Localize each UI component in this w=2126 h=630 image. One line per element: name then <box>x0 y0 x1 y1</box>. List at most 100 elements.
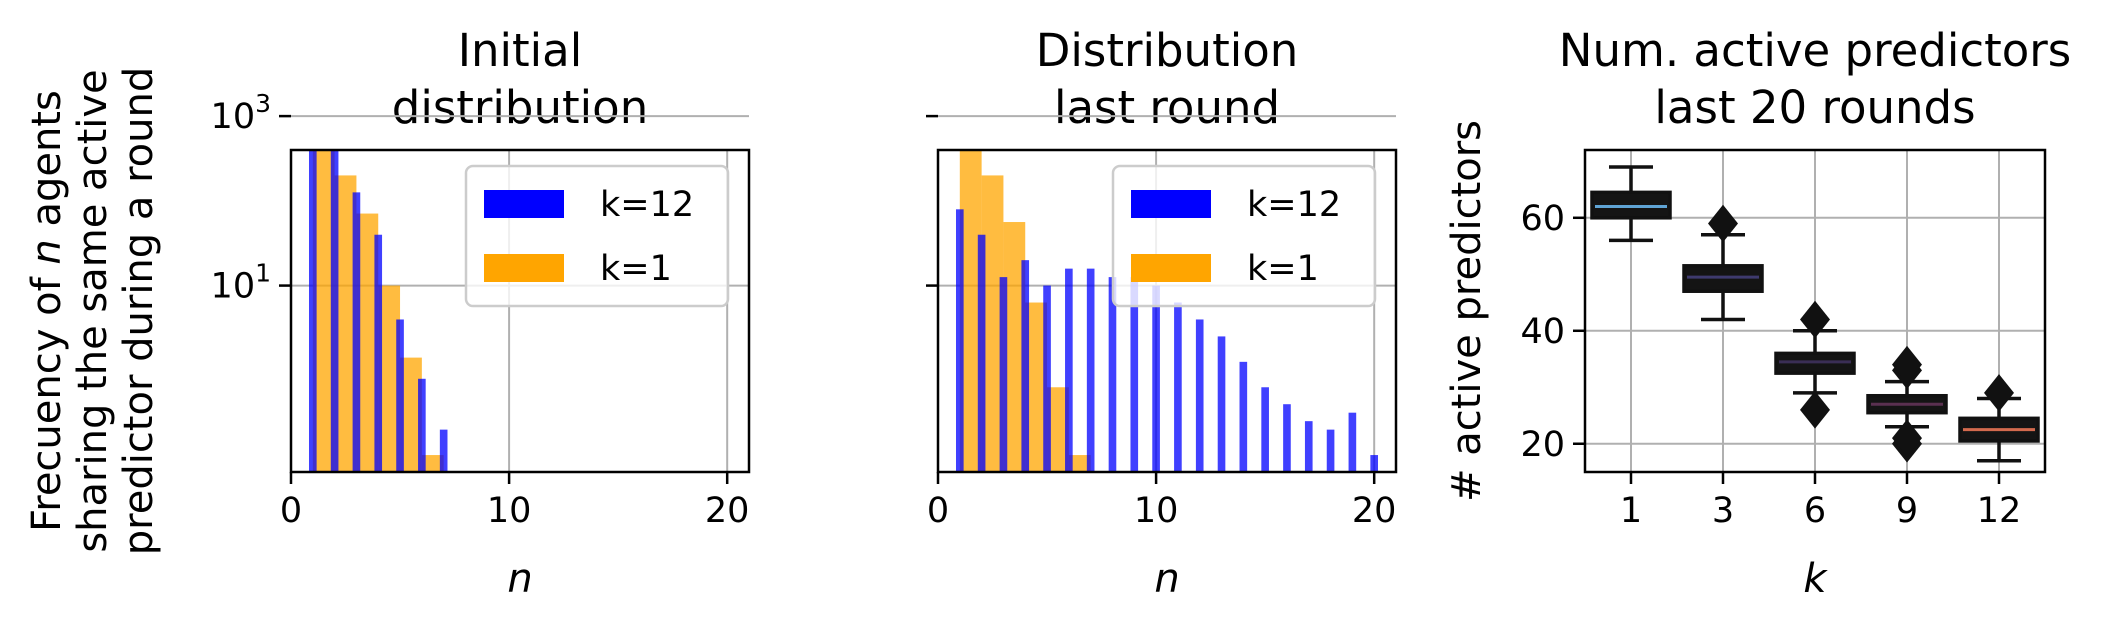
ylabel-part-a: Frecuency of <box>24 265 70 532</box>
panel3-ylabel: # active predictors <box>1444 120 1490 502</box>
panel1-ylabel-line1: Frecuency of n agents <box>24 90 70 532</box>
p3-xtick-label: 12 <box>1977 491 2022 531</box>
panel1-legend-label-k12: k=12 <box>600 185 694 225</box>
panel1-title-line2: distribution <box>392 81 648 134</box>
p3-flier <box>1800 391 1830 429</box>
p1-bar-k1 <box>400 357 422 472</box>
panel3-xlabel: k <box>1803 556 1828 602</box>
panel3-title-line1: Num. active predictors <box>1559 24 2071 77</box>
p1-ytick-label: 101 <box>211 259 271 307</box>
ytick-base: 10 <box>211 97 256 137</box>
p2-bar-k12 <box>1304 421 1313 472</box>
p2-bar-k12 <box>1261 387 1269 472</box>
p2-bar-k12 <box>1152 285 1160 472</box>
p3-ytick-label: 20 <box>1520 425 1565 465</box>
p3-flier <box>1892 345 1922 384</box>
p1-ytick-label: 103 <box>211 89 271 137</box>
p1-bar-k12 <box>418 378 426 472</box>
panel2-bars <box>955 150 1379 472</box>
panel1-legend-label-k1: k=1 <box>600 249 672 289</box>
panel2-legend-label-k12: k=12 <box>1247 185 1341 225</box>
panel1-ylabel-line3: predictor during a round <box>116 67 162 556</box>
p2-bar-k12 <box>1217 336 1226 472</box>
p2-bar-k12 <box>977 234 986 472</box>
panel2-frame <box>936 148 1398 474</box>
panel1-ylabel-line2: sharing the same active <box>70 69 116 552</box>
p2-bar-k1 <box>1025 302 1048 472</box>
panel2-title-line2: last round <box>1054 81 1280 134</box>
ylabel-part-b: agents <box>24 90 70 239</box>
panel-last-round-distribution: Distribution last round 0 10 20 n k=12 k=1 <box>926 24 1398 602</box>
p2-bar-k12 <box>1326 429 1335 472</box>
panel1-frame <box>289 148 751 474</box>
p1-bar-k1 <box>356 213 379 473</box>
p2-bar-k12 <box>1108 277 1117 472</box>
p1-xtick-label: 0 <box>280 491 302 531</box>
p1-bar-k1 <box>421 455 444 472</box>
p2-bar-k12 <box>1370 455 1379 472</box>
p1-bar-k1 <box>378 285 401 472</box>
p2-xtick-label: 10 <box>1134 491 1179 531</box>
panel1-legend-swatch-k1 <box>484 254 564 282</box>
p1-bar-k1 <box>334 175 357 472</box>
p1-bar-k12 <box>352 192 361 473</box>
p3-flier <box>1708 204 1738 243</box>
p3-xtick-label: 1 <box>1620 491 1642 531</box>
p2-bar-k12 <box>999 277 1008 472</box>
p2-bar-k12 <box>1065 268 1073 472</box>
p1-bar-k12 <box>396 319 404 472</box>
p3-flier <box>1892 419 1922 457</box>
p2-bar-k1 <box>981 175 1004 472</box>
p2-bar-k12 <box>1239 361 1248 472</box>
p3-xtick-label: 6 <box>1804 491 1826 531</box>
p2-xtick-label: 0 <box>927 491 949 531</box>
panel3-title-line2: last 20 rounds <box>1654 81 1975 134</box>
panel2-legend-swatch-k1 <box>1131 254 1211 282</box>
p2-bar-k1 <box>959 150 982 472</box>
p3-xtick-label: 3 <box>1712 491 1734 531</box>
p1-xtick-label: 10 <box>487 491 532 531</box>
p2-bar-k12 <box>1195 319 1204 472</box>
panel3-boxes <box>1590 165 2040 463</box>
panel2-xlabel: n <box>1154 556 1179 602</box>
p2-bar-k1 <box>1068 455 1091 472</box>
p2-bar-k12 <box>1283 404 1291 472</box>
p2-bar-k12 <box>1043 285 1051 472</box>
panel2-legend-label-k1: k=1 <box>1247 249 1319 289</box>
p1-bar-k1 <box>312 150 335 472</box>
p1-bar-k12 <box>439 429 448 472</box>
p2-bar-k1 <box>1003 222 1026 472</box>
p1-xtick-label: 20 <box>705 491 750 531</box>
ytick-exp: 1 <box>255 259 271 288</box>
panel1-bars <box>308 150 448 473</box>
p2-xtick-label: 20 <box>1352 491 1397 531</box>
panel3-ticks: 20 40 60 1 3 6 9 12 <box>1520 199 2021 531</box>
panel2-title-line1: Distribution <box>1036 24 1299 77</box>
p2-bar-k12 <box>955 209 964 472</box>
p2-bar-k12 <box>1348 412 1357 472</box>
panel1-legend-swatch-k12 <box>484 190 564 218</box>
panel1-legend: k=12 k=1 <box>464 164 730 308</box>
ytick-base: 10 <box>211 267 256 307</box>
p3-ytick-label: 60 <box>1520 199 1565 239</box>
p1-bar-k12 <box>374 234 383 472</box>
p3-ytick-label: 40 <box>1520 312 1565 352</box>
p2-bar-k12 <box>1021 260 1030 472</box>
p2-bar-k1 <box>1047 387 1069 472</box>
p2-bar-k12 <box>1086 268 1095 472</box>
panel1-xlabel: n <box>507 556 532 602</box>
panel2-legend: k=12 k=1 <box>1111 164 1377 308</box>
panel2-legend-swatch-k12 <box>1131 190 1211 218</box>
p3-flier <box>1800 300 1830 339</box>
ylabel-part-n: n <box>24 239 70 264</box>
p3-xtick-label: 9 <box>1896 491 1918 531</box>
p1-bar-k12 <box>308 150 317 472</box>
panel1-ylabel: Frecuency of n agents sharing the same a… <box>24 67 162 556</box>
panel1-title-line1: Initial <box>458 24 583 77</box>
p2-bar-k12 <box>1174 302 1182 472</box>
p3-flier <box>1984 374 2014 412</box>
panel-active-predictors: Num. active predictors last 20 rounds 20… <box>1444 24 2071 602</box>
